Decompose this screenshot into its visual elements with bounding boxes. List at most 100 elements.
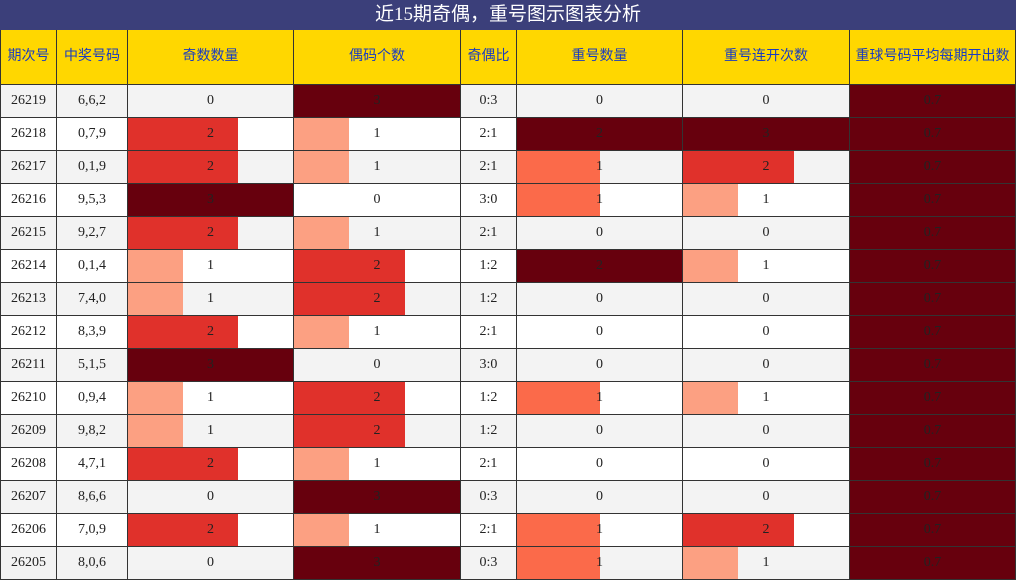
table-cell: 2 [294, 382, 461, 415]
table-cell: 2:1 [461, 316, 517, 349]
data-bar [517, 184, 600, 216]
table-cell: 0.7 [850, 514, 1016, 547]
table-cell: 1 [128, 382, 294, 415]
table-cell: 2 [294, 250, 461, 283]
cell-text: 26210 [11, 390, 46, 405]
cell-text: 0 [596, 489, 603, 504]
table-cell: 3 [294, 547, 461, 580]
cell-text: 0 [762, 324, 770, 339]
table-cell: 1 [683, 250, 850, 283]
table-cell: 3 [128, 349, 294, 382]
data-bar [294, 316, 350, 348]
header-text: 奇数数量 [182, 49, 239, 64]
table-cell: 0 [517, 283, 683, 316]
table-cell: 2 [294, 415, 461, 448]
cell-text: 0:3 [479, 93, 498, 108]
table-cell: 0 [683, 349, 850, 382]
data-bar [850, 217, 1015, 249]
data-bar [850, 316, 1015, 348]
cell-text: 0 [762, 489, 770, 504]
cell-text: 2:1 [479, 159, 498, 174]
table-cell: 0 [683, 448, 850, 481]
table-cell: 26206 [0, 514, 57, 547]
data-bar [850, 514, 1015, 546]
table-cell: 0.7 [850, 415, 1016, 448]
data-bar [683, 514, 794, 546]
table-cell: 2 [128, 118, 294, 151]
table-cell: 0,1,4 [57, 250, 128, 283]
table-cell: 26212 [0, 316, 57, 349]
table-cell: 1 [517, 184, 683, 217]
cell-text: 0,1,9 [78, 159, 106, 174]
cell-text: 1 [373, 225, 381, 240]
table-cell: 26208 [0, 448, 57, 481]
cell-text: 0 [762, 357, 770, 372]
cell-text: 0 [596, 456, 603, 471]
table-cell: 0.7 [850, 217, 1016, 250]
cell-text: 1 [596, 390, 603, 405]
table-cell: 0 [128, 481, 294, 514]
table-cell: 4,7,1 [57, 448, 128, 481]
cell-text: 1 [596, 555, 603, 570]
table-cell: 2 [683, 151, 850, 184]
cell-text: 7,4,0 [78, 291, 106, 306]
table-cell: 1 [683, 382, 850, 415]
cell-text: 0 [762, 93, 770, 108]
table-cell: 0 [683, 283, 850, 316]
cell-text: 26217 [11, 159, 46, 174]
cell-text: 3 [373, 555, 381, 570]
header-text: 奇偶比 [467, 49, 510, 64]
data-bar [683, 184, 739, 216]
cell-text: 2 [373, 258, 381, 273]
table-cell: 2 [128, 448, 294, 481]
cell-text: 2:1 [479, 522, 498, 537]
table-cell: 26216 [0, 184, 57, 217]
table-cell: 9,8,2 [57, 415, 128, 448]
cell-text: 26218 [11, 126, 46, 141]
table-cell: 0 [683, 217, 850, 250]
cell-text: 1 [596, 522, 603, 537]
cell-text: 0 [762, 291, 770, 306]
cell-text: 26219 [11, 93, 46, 108]
table-cell: 9,2,7 [57, 217, 128, 250]
column-header: 期次号 [0, 30, 57, 85]
cell-text: 1 [596, 159, 603, 174]
table-cell: 1 [294, 448, 461, 481]
cell-text: 0 [762, 225, 770, 240]
cell-text: 0 [596, 291, 603, 306]
column-header: 重球号码平均每期开出数 [850, 30, 1016, 85]
cell-text: 0.7 [923, 291, 942, 306]
table-cell: 3 [683, 118, 850, 151]
cell-text: 2 [373, 423, 381, 438]
data-bar [128, 382, 183, 414]
table-cell: 26219 [0, 85, 57, 118]
data-bar [294, 547, 460, 579]
cell-text: 0:3 [479, 555, 498, 570]
data-bar [517, 547, 600, 579]
table-cell: 0:3 [461, 85, 517, 118]
data-bar [294, 217, 350, 249]
cell-text: 1:2 [479, 258, 498, 273]
data-bar [294, 415, 405, 447]
data-bar [683, 250, 739, 282]
table-cell: 0.7 [850, 448, 1016, 481]
table-cell: 1:2 [461, 250, 517, 283]
table-cell: 0.7 [850, 118, 1016, 151]
data-bar [683, 118, 849, 150]
table-cell: 0 [517, 316, 683, 349]
table-cell: 0 [294, 349, 461, 382]
data-bar [683, 547, 739, 579]
cell-text: 0.7 [923, 555, 942, 570]
data-bar [683, 382, 739, 414]
cell-text: 2 [373, 390, 381, 405]
cell-text: 2 [207, 324, 214, 339]
cell-text: 0.7 [923, 159, 942, 174]
table-cell: 0.7 [850, 283, 1016, 316]
table-cell: 2:1 [461, 448, 517, 481]
table-cell: 7,0,9 [57, 514, 128, 547]
cell-text: 8,6,6 [78, 489, 106, 504]
data-bar [128, 514, 238, 546]
data-bar [850, 349, 1015, 381]
table-cell: 1 [294, 217, 461, 250]
header-text: 偶码个数 [349, 49, 405, 64]
